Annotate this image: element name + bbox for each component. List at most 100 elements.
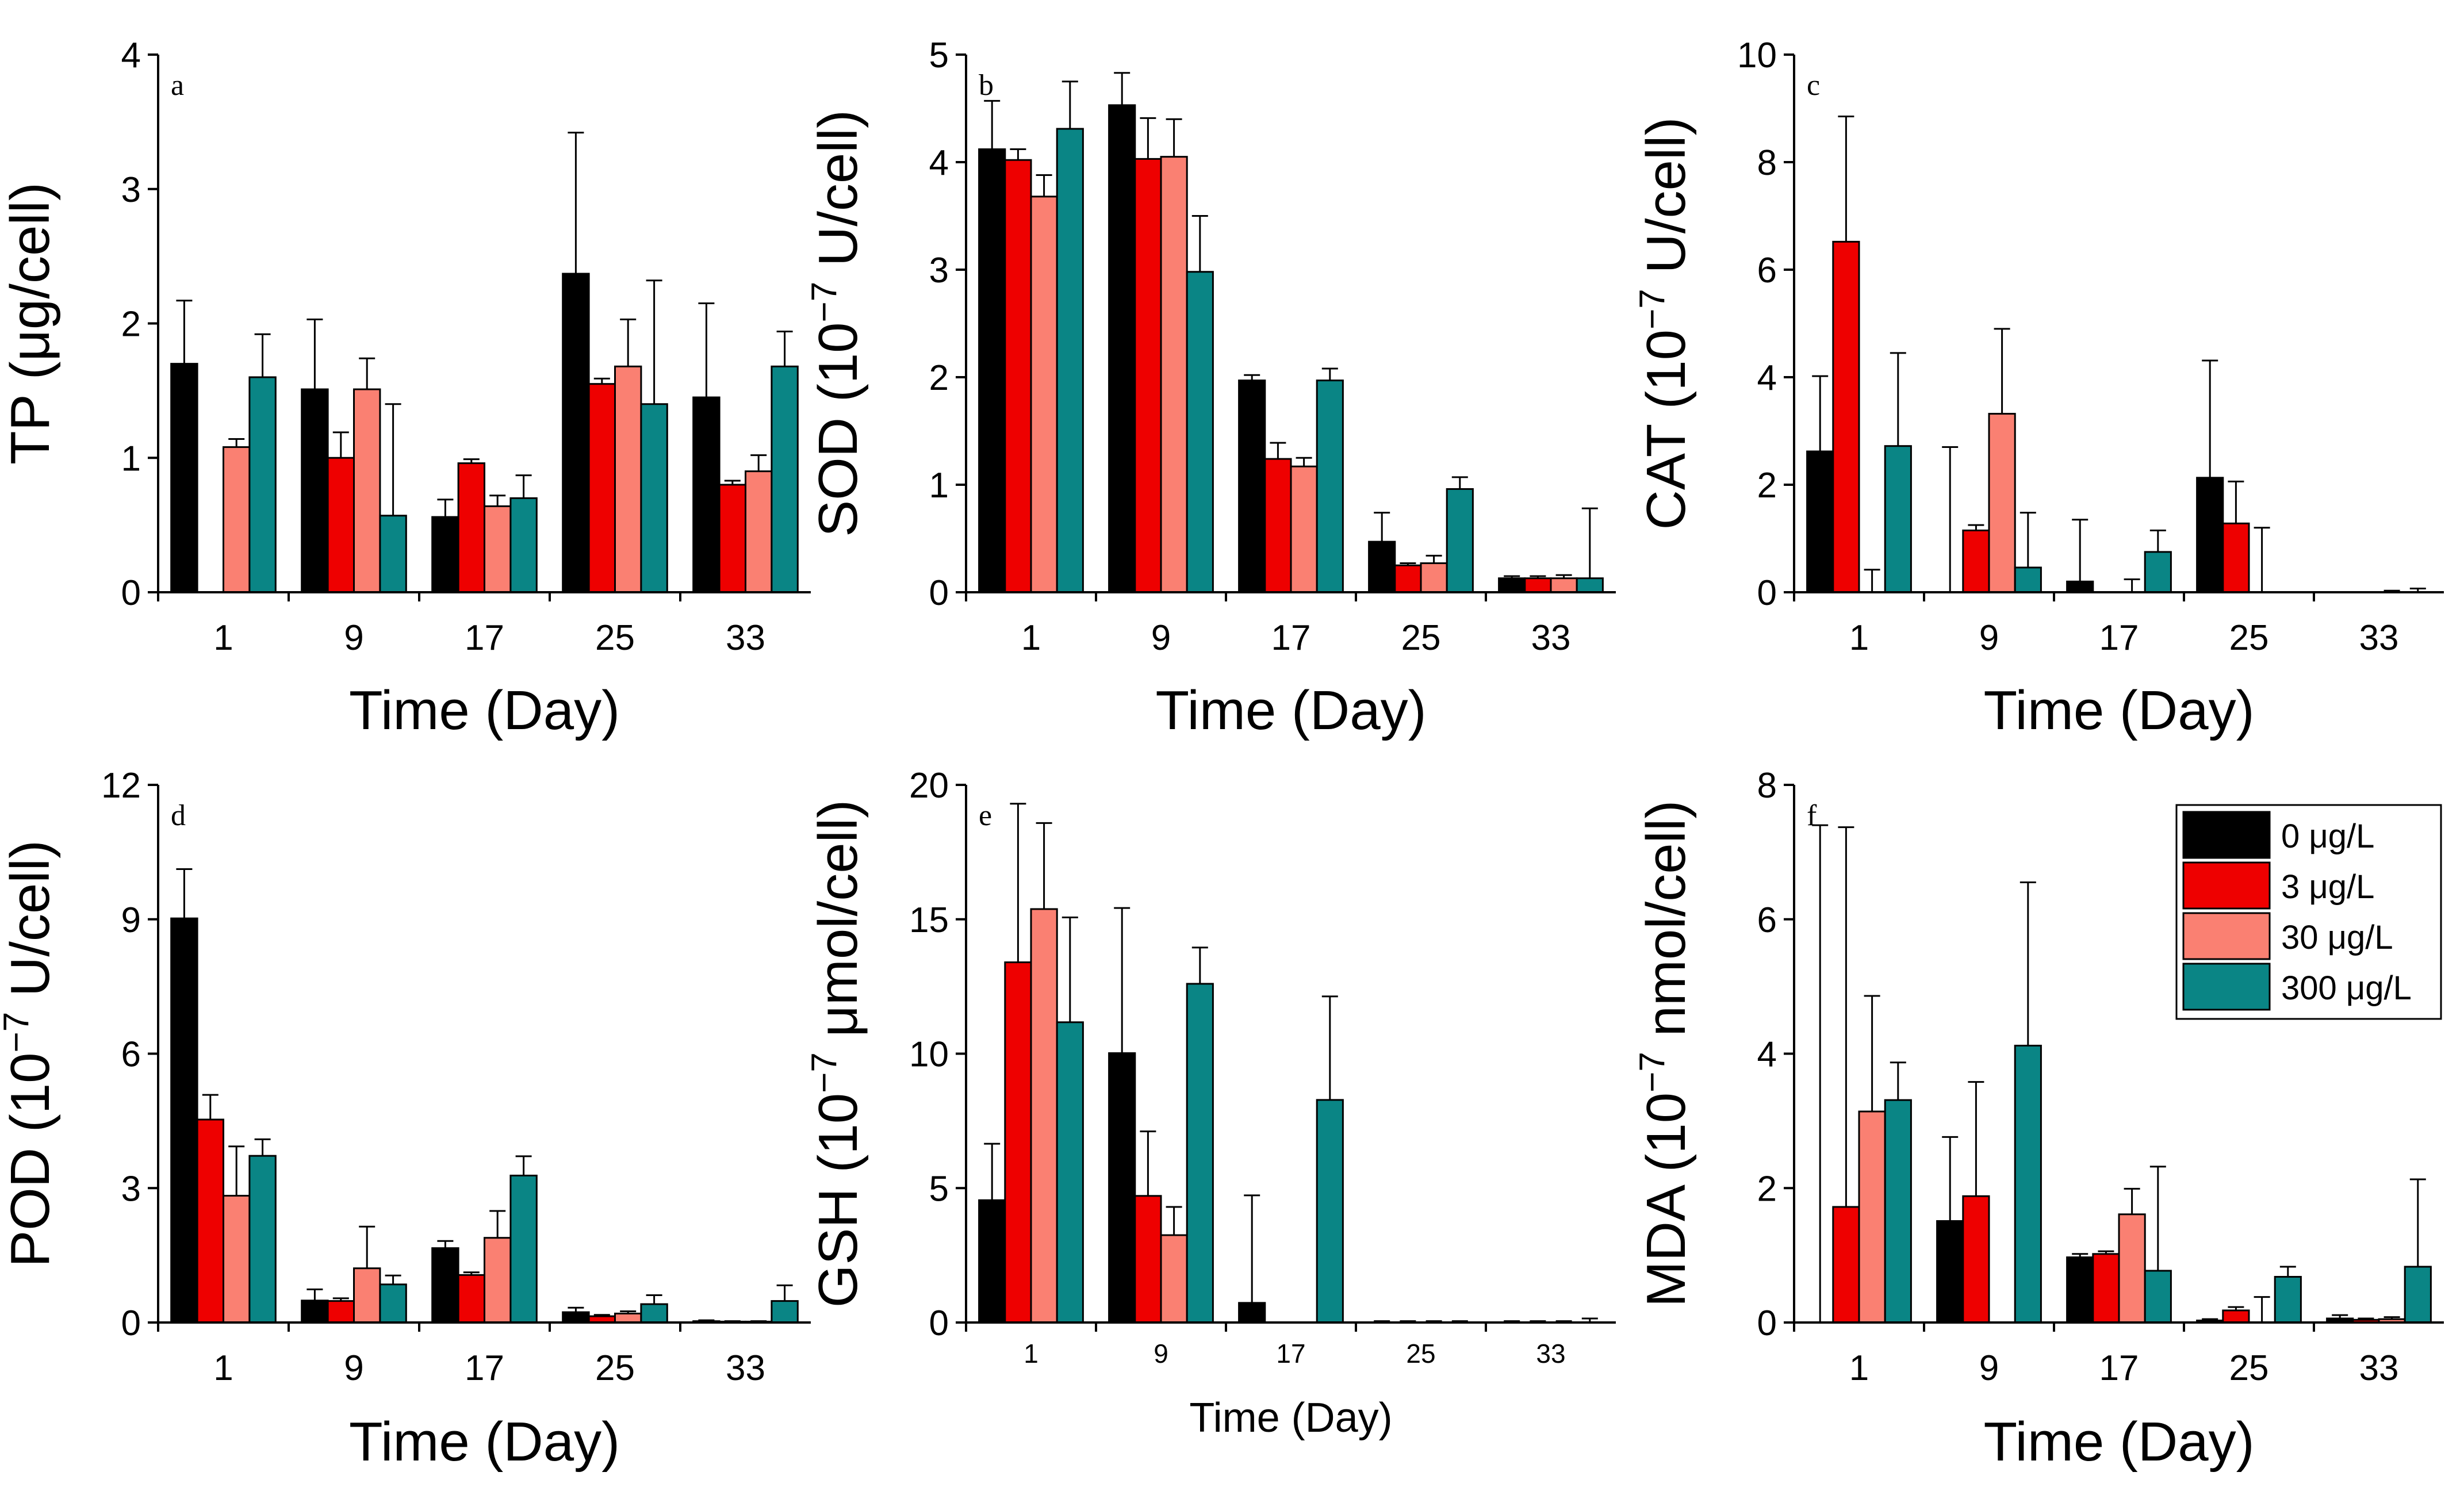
panel-label: d <box>171 799 186 832</box>
y-tick-label: 2 <box>121 305 141 344</box>
x-tick-label: 17 <box>465 1348 504 1388</box>
bar <box>2222 522 2250 593</box>
y-axis-title-part: GSH (10 <box>807 1093 869 1308</box>
panel-label: f <box>1807 799 1817 832</box>
bar <box>978 1199 1006 1324</box>
bar <box>1962 529 1990 593</box>
bar <box>1030 195 1058 593</box>
x-tick-label: 9 <box>344 618 363 658</box>
x-tick-label: 33 <box>1531 618 1571 658</box>
bar <box>484 1237 512 1324</box>
bar <box>1160 156 1188 593</box>
bar <box>1056 1021 1084 1324</box>
y-axis-title: SOD (10−7 U/cell) <box>804 110 869 537</box>
bar <box>509 497 538 593</box>
y-axis-title-part: SOD (10 <box>807 322 869 536</box>
bar <box>196 1118 225 1324</box>
y-tick-label: 6 <box>1757 900 1777 940</box>
x-axis-title: Time (Day) <box>1155 680 1426 741</box>
panel-d: 0 3 6 9 12 1 9 17 25 33 d Time (Day) POD (10−7 U/cel… <box>0 766 811 1473</box>
y-tick-label: 10 <box>909 1035 949 1075</box>
bar <box>2274 1276 2302 1324</box>
y-tick-label: 6 <box>121 1035 141 1075</box>
y-tick-label: 5 <box>929 36 949 75</box>
bar <box>2144 551 2172 593</box>
bar <box>1108 104 1136 593</box>
bar <box>1004 159 1032 593</box>
bar <box>2196 477 2224 593</box>
x-tick-label: 1 <box>213 1348 233 1388</box>
legend-swatch <box>2182 861 2271 910</box>
panel-label: b <box>979 69 994 102</box>
bar <box>1238 379 1266 593</box>
legend-label: 0 μg/L <box>2281 818 2374 855</box>
y-axis-title-exponent: −7 <box>804 1052 844 1093</box>
bar <box>2092 1253 2120 1324</box>
y-axis-title: MDA (10−7 nmol/cell) <box>1633 800 1697 1308</box>
bar <box>1832 240 1860 593</box>
x-tick-label: 9 <box>1154 1339 1168 1368</box>
y-axis-title: GSH (10−7 μmol/cell) <box>804 800 869 1308</box>
x-tick-label: 33 <box>2359 618 2399 658</box>
bar <box>431 1247 459 1324</box>
bar <box>1290 465 1318 593</box>
x-tick-label: 25 <box>1406 1339 1435 1368</box>
bar <box>327 457 355 593</box>
x-tick-label: 25 <box>1401 618 1441 658</box>
bar <box>509 1174 538 1324</box>
x-tick-label: 17 <box>2099 1348 2139 1388</box>
bar <box>1004 961 1032 1324</box>
bar <box>170 917 198 1324</box>
y-tick-label: 4 <box>1757 358 1777 398</box>
y-tick-label: 0 <box>929 573 949 613</box>
y-tick-label: 1 <box>929 466 949 505</box>
bar <box>1832 1206 1860 1324</box>
bar <box>1134 1195 1162 1324</box>
y-axis-title-part: μmol/cell) <box>807 800 869 1052</box>
x-tick-label: 1 <box>213 618 233 658</box>
y-tick-label: 3 <box>121 170 141 210</box>
bar <box>457 462 485 593</box>
bar <box>978 148 1006 593</box>
bar <box>745 470 773 593</box>
y-axis-title-exponent: −7 <box>0 1012 36 1053</box>
y-tick-label: 4 <box>121 36 141 75</box>
x-tick-label: 1 <box>1024 1339 1039 1368</box>
y-tick-label: 3 <box>929 251 949 290</box>
x-tick-label: 33 <box>2359 1348 2399 1388</box>
y-tick-label: 3 <box>121 1169 141 1209</box>
bar <box>223 446 251 593</box>
bar <box>562 1311 590 1324</box>
bar <box>1368 540 1396 593</box>
y-tick-label: 9 <box>121 900 141 940</box>
y-axis-title-part: CAT (10 <box>1635 329 1697 530</box>
y-tick-label: 12 <box>101 766 141 806</box>
bar <box>248 376 277 593</box>
y-tick-label: 20 <box>909 766 949 806</box>
panel-f: 0 2 4 6 8 1 9 17 25 33 f Time (Day) MDA (10−7 nmol/c… <box>1633 766 2444 1473</box>
bar <box>1264 458 1292 593</box>
bar <box>379 1283 407 1324</box>
y-tick-label: 6 <box>1757 251 1777 290</box>
y-axis-title-part: U/cell) <box>807 110 869 282</box>
bar <box>1962 1195 1990 1324</box>
legend: 0 μg/L 3 μg/L 30 μg/L 300 μg/L <box>2175 804 2442 1020</box>
bar <box>1884 1099 1912 1324</box>
bar <box>692 396 721 593</box>
y-axis-title: POD (10−7 U/cell) <box>0 840 61 1267</box>
legend-label: 300 μg/L <box>2281 969 2412 1007</box>
x-tick-label: 17 <box>1276 1339 1305 1368</box>
bar <box>431 516 459 593</box>
legend-swatch <box>2182 963 2271 1011</box>
bar <box>2118 1213 2146 1324</box>
bar <box>640 403 668 593</box>
y-tick-label: 0 <box>121 1304 141 1343</box>
x-tick-label: 1 <box>1849 618 1869 658</box>
bar <box>1394 564 1422 593</box>
bar <box>1576 577 1604 593</box>
bar <box>1936 1220 1964 1324</box>
y-axis-title-part: U/cell) <box>1635 117 1697 289</box>
bar <box>614 365 642 593</box>
bar <box>1316 379 1344 593</box>
y-tick-label: 8 <box>1757 143 1777 183</box>
